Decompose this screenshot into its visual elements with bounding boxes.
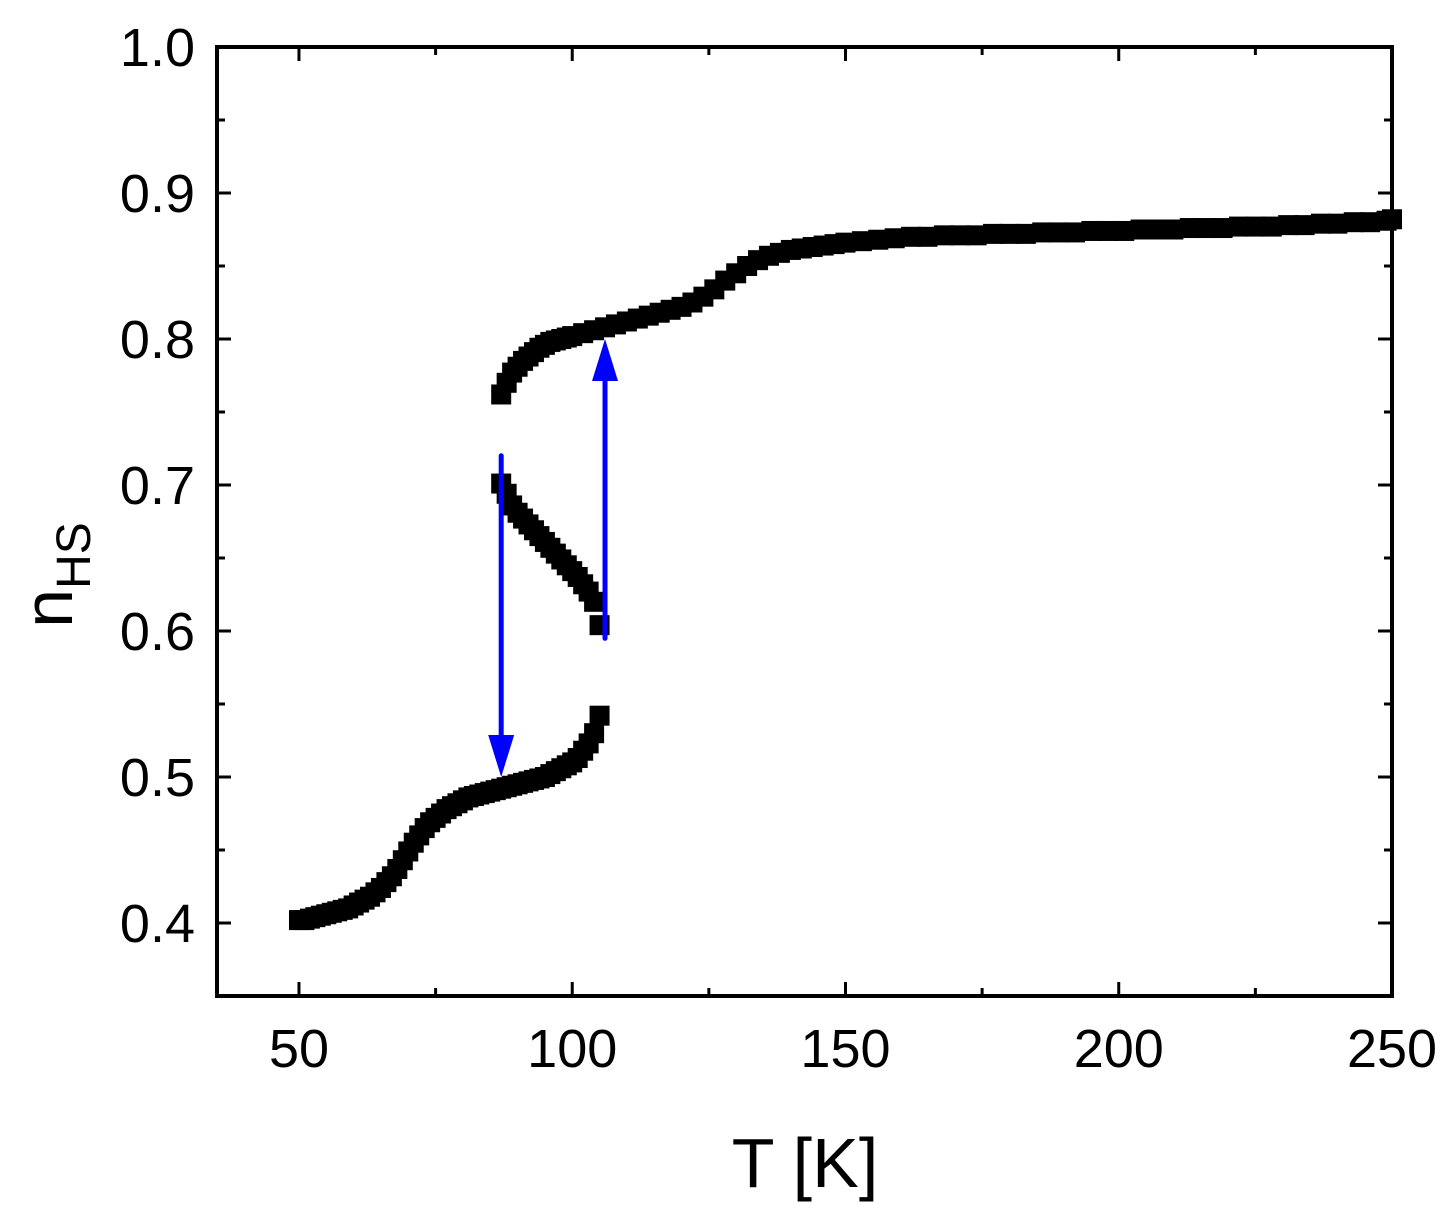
plot-frame bbox=[215, 45, 1394, 998]
data-point-series-2 bbox=[835, 232, 856, 253]
data-point-series-2 bbox=[966, 225, 987, 246]
data-point-series-2 bbox=[1212, 218, 1233, 239]
data-point-series-2 bbox=[1032, 222, 1053, 243]
x-axis-title: T [K] bbox=[732, 1124, 879, 1202]
data-point-series-2 bbox=[1343, 212, 1364, 233]
annotation-arrows bbox=[488, 339, 619, 777]
tick-labels: 50 100 150 200 250 0.4 0.5 0.6 0.7 0.8 0.9 1.0 bbox=[120, 18, 1437, 1079]
y-tick-label: 0.9 bbox=[120, 164, 195, 224]
data-point-series-2 bbox=[1310, 213, 1331, 234]
data-point-series-2 bbox=[1065, 222, 1086, 243]
data-point-series-2 bbox=[1196, 218, 1217, 239]
data-point-series-2 bbox=[999, 223, 1020, 244]
data-point-series-2 bbox=[950, 225, 971, 246]
data-point-series-2 bbox=[1130, 219, 1151, 240]
data-point-series-2 bbox=[1081, 220, 1102, 241]
y-tick-label: 1.0 bbox=[120, 18, 195, 78]
data-point-series-2 bbox=[868, 229, 889, 250]
x-tick-label: 200 bbox=[1074, 1019, 1164, 1079]
y-tick-label: 0.5 bbox=[120, 748, 195, 808]
data-point-series-2 bbox=[917, 226, 938, 247]
data-point-series-2 bbox=[933, 225, 954, 246]
arrow-head bbox=[488, 735, 515, 777]
data-point-series-2 bbox=[1245, 216, 1266, 237]
data-point-series-0 bbox=[584, 723, 605, 744]
arrow-head bbox=[592, 339, 619, 381]
data-point-series-2 bbox=[1179, 218, 1200, 239]
y-tick-label: 0.4 bbox=[120, 894, 195, 954]
y-axis-title-main: n bbox=[9, 589, 87, 628]
data-point-series-2 bbox=[1294, 215, 1315, 236]
data-point-series-2 bbox=[983, 223, 1004, 244]
data-point-series-0 bbox=[589, 705, 610, 726]
y-axis-title: nHS bbox=[9, 522, 101, 628]
data-points bbox=[288, 209, 1402, 931]
x-tick-label: 50 bbox=[269, 1019, 329, 1079]
data-point-series-2 bbox=[1327, 213, 1348, 234]
y-tick-label: 0.8 bbox=[120, 310, 195, 370]
data-point-series-2 bbox=[1261, 216, 1282, 237]
data-point-series-2 bbox=[1278, 215, 1299, 236]
x-tick-label: 100 bbox=[527, 1019, 617, 1079]
data-point-series-2 bbox=[1114, 220, 1135, 241]
data-point-series-2 bbox=[1015, 223, 1036, 244]
data-point-series-2 bbox=[1163, 219, 1184, 240]
data-point-series-2 bbox=[884, 228, 905, 249]
y-axis-title-subscript: HS bbox=[48, 522, 101, 589]
y-tick-label: 0.7 bbox=[120, 456, 195, 516]
x-tick-label: 250 bbox=[1347, 1019, 1437, 1079]
data-point-series-1 bbox=[584, 591, 605, 612]
data-point-series-2 bbox=[851, 231, 872, 252]
data-point-series-2 bbox=[1147, 219, 1167, 240]
data-point-series-2 bbox=[1360, 212, 1381, 233]
y-tick-label: 0.6 bbox=[120, 602, 195, 662]
data-point-series-2 bbox=[901, 226, 922, 247]
data-point-series-2 bbox=[1228, 216, 1249, 237]
data-point-series-2 bbox=[1097, 220, 1118, 241]
svg-text:nHS: nHS bbox=[9, 522, 101, 628]
data-point-series-2 bbox=[1048, 222, 1069, 243]
x-tick-label: 150 bbox=[800, 1019, 890, 1079]
